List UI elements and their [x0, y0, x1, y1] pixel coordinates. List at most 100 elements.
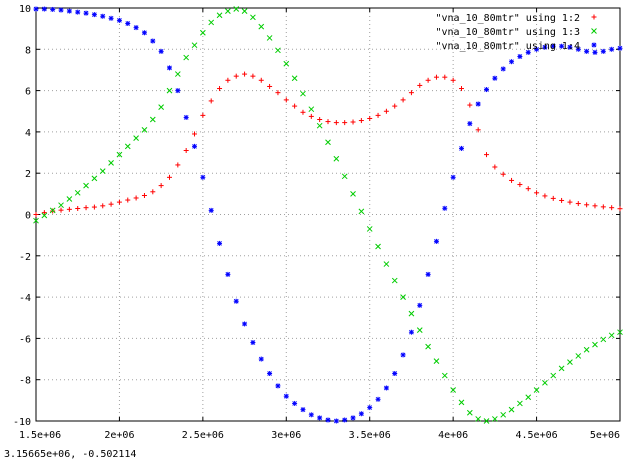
data-point [258, 23, 265, 30]
data-point [534, 190, 540, 196]
data-point [33, 6, 39, 12]
data-point [158, 48, 164, 54]
y-tick-label: 4 [25, 128, 31, 139]
data-point [275, 383, 281, 389]
data-point [400, 294, 406, 300]
data-point [442, 205, 448, 211]
data-point [408, 329, 414, 335]
data-point [350, 415, 356, 421]
data-point [350, 190, 356, 197]
data-point [283, 97, 289, 103]
data-point [208, 19, 215, 26]
data-point [233, 6, 240, 12]
data-point [475, 101, 481, 107]
data-point [484, 87, 490, 93]
x-tick-label: 1.5e+06 [19, 430, 61, 441]
y-tick-label: -2 [19, 252, 31, 263]
legend-marker [591, 42, 597, 48]
data-point [133, 135, 139, 141]
data-point [509, 59, 515, 65]
legend-marker [591, 28, 597, 34]
data-point [442, 74, 448, 80]
y-tick-label: 0 [25, 211, 31, 222]
data-point [58, 207, 64, 213]
data-point [225, 8, 231, 14]
data-point [584, 202, 590, 208]
data-point [350, 119, 356, 125]
data-point [41, 6, 47, 12]
data-point [367, 115, 373, 121]
data-point [517, 54, 523, 60]
data-point [608, 332, 615, 339]
data-point [383, 108, 389, 114]
data-point [425, 343, 431, 350]
data-point [233, 73, 239, 79]
data-point [200, 174, 206, 180]
data-point [583, 346, 590, 353]
data-point [500, 171, 506, 177]
y-tick-label: 8 [25, 45, 31, 56]
data-point [99, 168, 106, 174]
data-point [333, 155, 340, 162]
data-point [133, 195, 139, 201]
y-tick-label: -6 [19, 334, 31, 345]
data-point [317, 415, 323, 421]
y-tick-label: -4 [19, 293, 31, 304]
series-1 [33, 71, 623, 217]
data-point [458, 145, 464, 151]
data-point [300, 90, 306, 97]
data-point [258, 77, 264, 83]
data-point [250, 14, 256, 21]
data-point [125, 20, 131, 26]
data-point [466, 409, 473, 416]
data-point [175, 88, 181, 94]
data-point [483, 418, 490, 424]
data-point [300, 109, 306, 115]
data-point [308, 106, 315, 113]
data-point [600, 204, 606, 210]
data-point [183, 147, 189, 153]
data-point [358, 208, 365, 215]
data-point [183, 54, 190, 61]
data-point [74, 189, 81, 196]
legend: "vna_10_80mtr" using 1:2 "vna_10_80mtr" u… [436, 13, 597, 52]
data-point [183, 114, 189, 120]
data-point [408, 90, 414, 96]
data-point [416, 327, 423, 333]
y-tick-label: 2 [25, 169, 31, 180]
data-point [242, 321, 248, 327]
data-point [141, 30, 147, 36]
data-point [325, 417, 331, 423]
data-point [342, 417, 348, 423]
data-point [33, 212, 39, 217]
data-point [141, 126, 148, 133]
data-point [600, 48, 606, 54]
data-point [617, 206, 623, 212]
data-point [267, 83, 273, 89]
data-point [408, 310, 415, 317]
data-point [58, 202, 64, 209]
data-point [567, 199, 573, 205]
x-tick-label: 5e+06 [590, 430, 620, 441]
data-point [108, 201, 114, 207]
data-point [275, 90, 281, 96]
data-point [392, 371, 398, 377]
data-point [500, 411, 507, 418]
data-point [125, 197, 131, 203]
data-point [91, 204, 97, 210]
data-point [441, 372, 448, 379]
data-point [300, 407, 306, 413]
data-point [367, 405, 373, 411]
data-point [291, 75, 298, 82]
data-point [208, 207, 214, 213]
data-point [208, 98, 214, 104]
data-point [124, 143, 131, 150]
data-point [617, 329, 623, 336]
data-point [567, 359, 573, 366]
data-points [33, 6, 623, 424]
data-point [509, 177, 515, 183]
axis-tick-labels: 1.5e+06 2e+06 2.5e+06 3e+06 3.5e+06 4e+06 4.5e… [13, 4, 620, 441]
data-point [275, 47, 281, 54]
data-point [517, 182, 523, 188]
x-tick-label: 4e+06 [438, 430, 468, 441]
